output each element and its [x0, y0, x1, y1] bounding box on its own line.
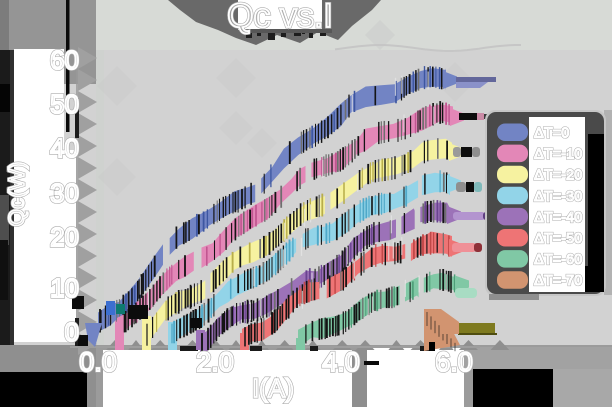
svg-text:10: 10 — [50, 273, 79, 303]
svg-text:30: 30 — [50, 178, 79, 208]
svg-text:ΔT=-20: ΔT=-20 — [534, 168, 582, 184]
svg-text:40: 40 — [50, 133, 79, 163]
svg-text:50: 50 — [50, 89, 79, 119]
svg-text:ΔT=-70: ΔT=-70 — [534, 273, 582, 289]
svg-text:50: 50 — [50, 89, 79, 119]
svg-text:Qc(W): Qc(W) — [4, 162, 29, 227]
svg-text:0.0: 0.0 — [79, 347, 117, 377]
svg-text:6.0: 6.0 — [435, 347, 473, 377]
svg-text:0: 0 — [65, 317, 79, 347]
svg-text:0.0: 0.0 — [79, 347, 117, 377]
svg-text:6.0: 6.0 — [435, 347, 473, 377]
svg-text:2.0: 2.0 — [196, 347, 234, 377]
svg-text:20: 20 — [50, 222, 79, 252]
svg-text:ΔT=-40: ΔT=-40 — [534, 210, 582, 226]
svg-text:40: 40 — [50, 133, 79, 163]
svg-text:I(A): I(A) — [252, 373, 294, 403]
svg-text:60: 60 — [50, 45, 79, 75]
svg-text:ΔT=-30: ΔT=-30 — [534, 189, 582, 205]
svg-text:ΔT=0: ΔT=0 — [534, 126, 569, 142]
svg-text:ΔT=-60: ΔT=-60 — [534, 252, 582, 268]
svg-text:ΔT=-10: ΔT=-10 — [534, 147, 582, 163]
svg-text:ΔT=-50: ΔT=-50 — [534, 231, 582, 247]
svg-text:4.0: 4.0 — [322, 347, 360, 377]
svg-text:60: 60 — [50, 45, 79, 75]
svg-text:2.0: 2.0 — [196, 347, 234, 377]
svg-text:I(A): I(A) — [252, 373, 294, 403]
svg-text:ΔT=-30: ΔT=-30 — [534, 189, 582, 205]
svg-text:4.0: 4.0 — [322, 347, 360, 377]
svg-text:ΔT=-50: ΔT=-50 — [534, 231, 582, 247]
svg-text:30: 30 — [50, 178, 79, 208]
svg-text:Qc vs.I: Qc vs.I — [227, 0, 333, 35]
svg-text:ΔT=0: ΔT=0 — [534, 126, 569, 142]
svg-text:ΔT=-40: ΔT=-40 — [534, 210, 582, 226]
svg-text:ΔT=-70: ΔT=-70 — [534, 273, 582, 289]
svg-text:Qc(W): Qc(W) — [4, 162, 29, 227]
svg-text:0: 0 — [65, 317, 79, 347]
svg-text:20: 20 — [50, 222, 79, 252]
svg-text:ΔT=-60: ΔT=-60 — [534, 252, 582, 268]
svg-text:10: 10 — [50, 273, 79, 303]
svg-text:ΔT=-20: ΔT=-20 — [534, 168, 582, 184]
svg-text:Qc vs.I: Qc vs.I — [227, 0, 333, 35]
svg-text:ΔT=-10: ΔT=-10 — [534, 147, 582, 163]
